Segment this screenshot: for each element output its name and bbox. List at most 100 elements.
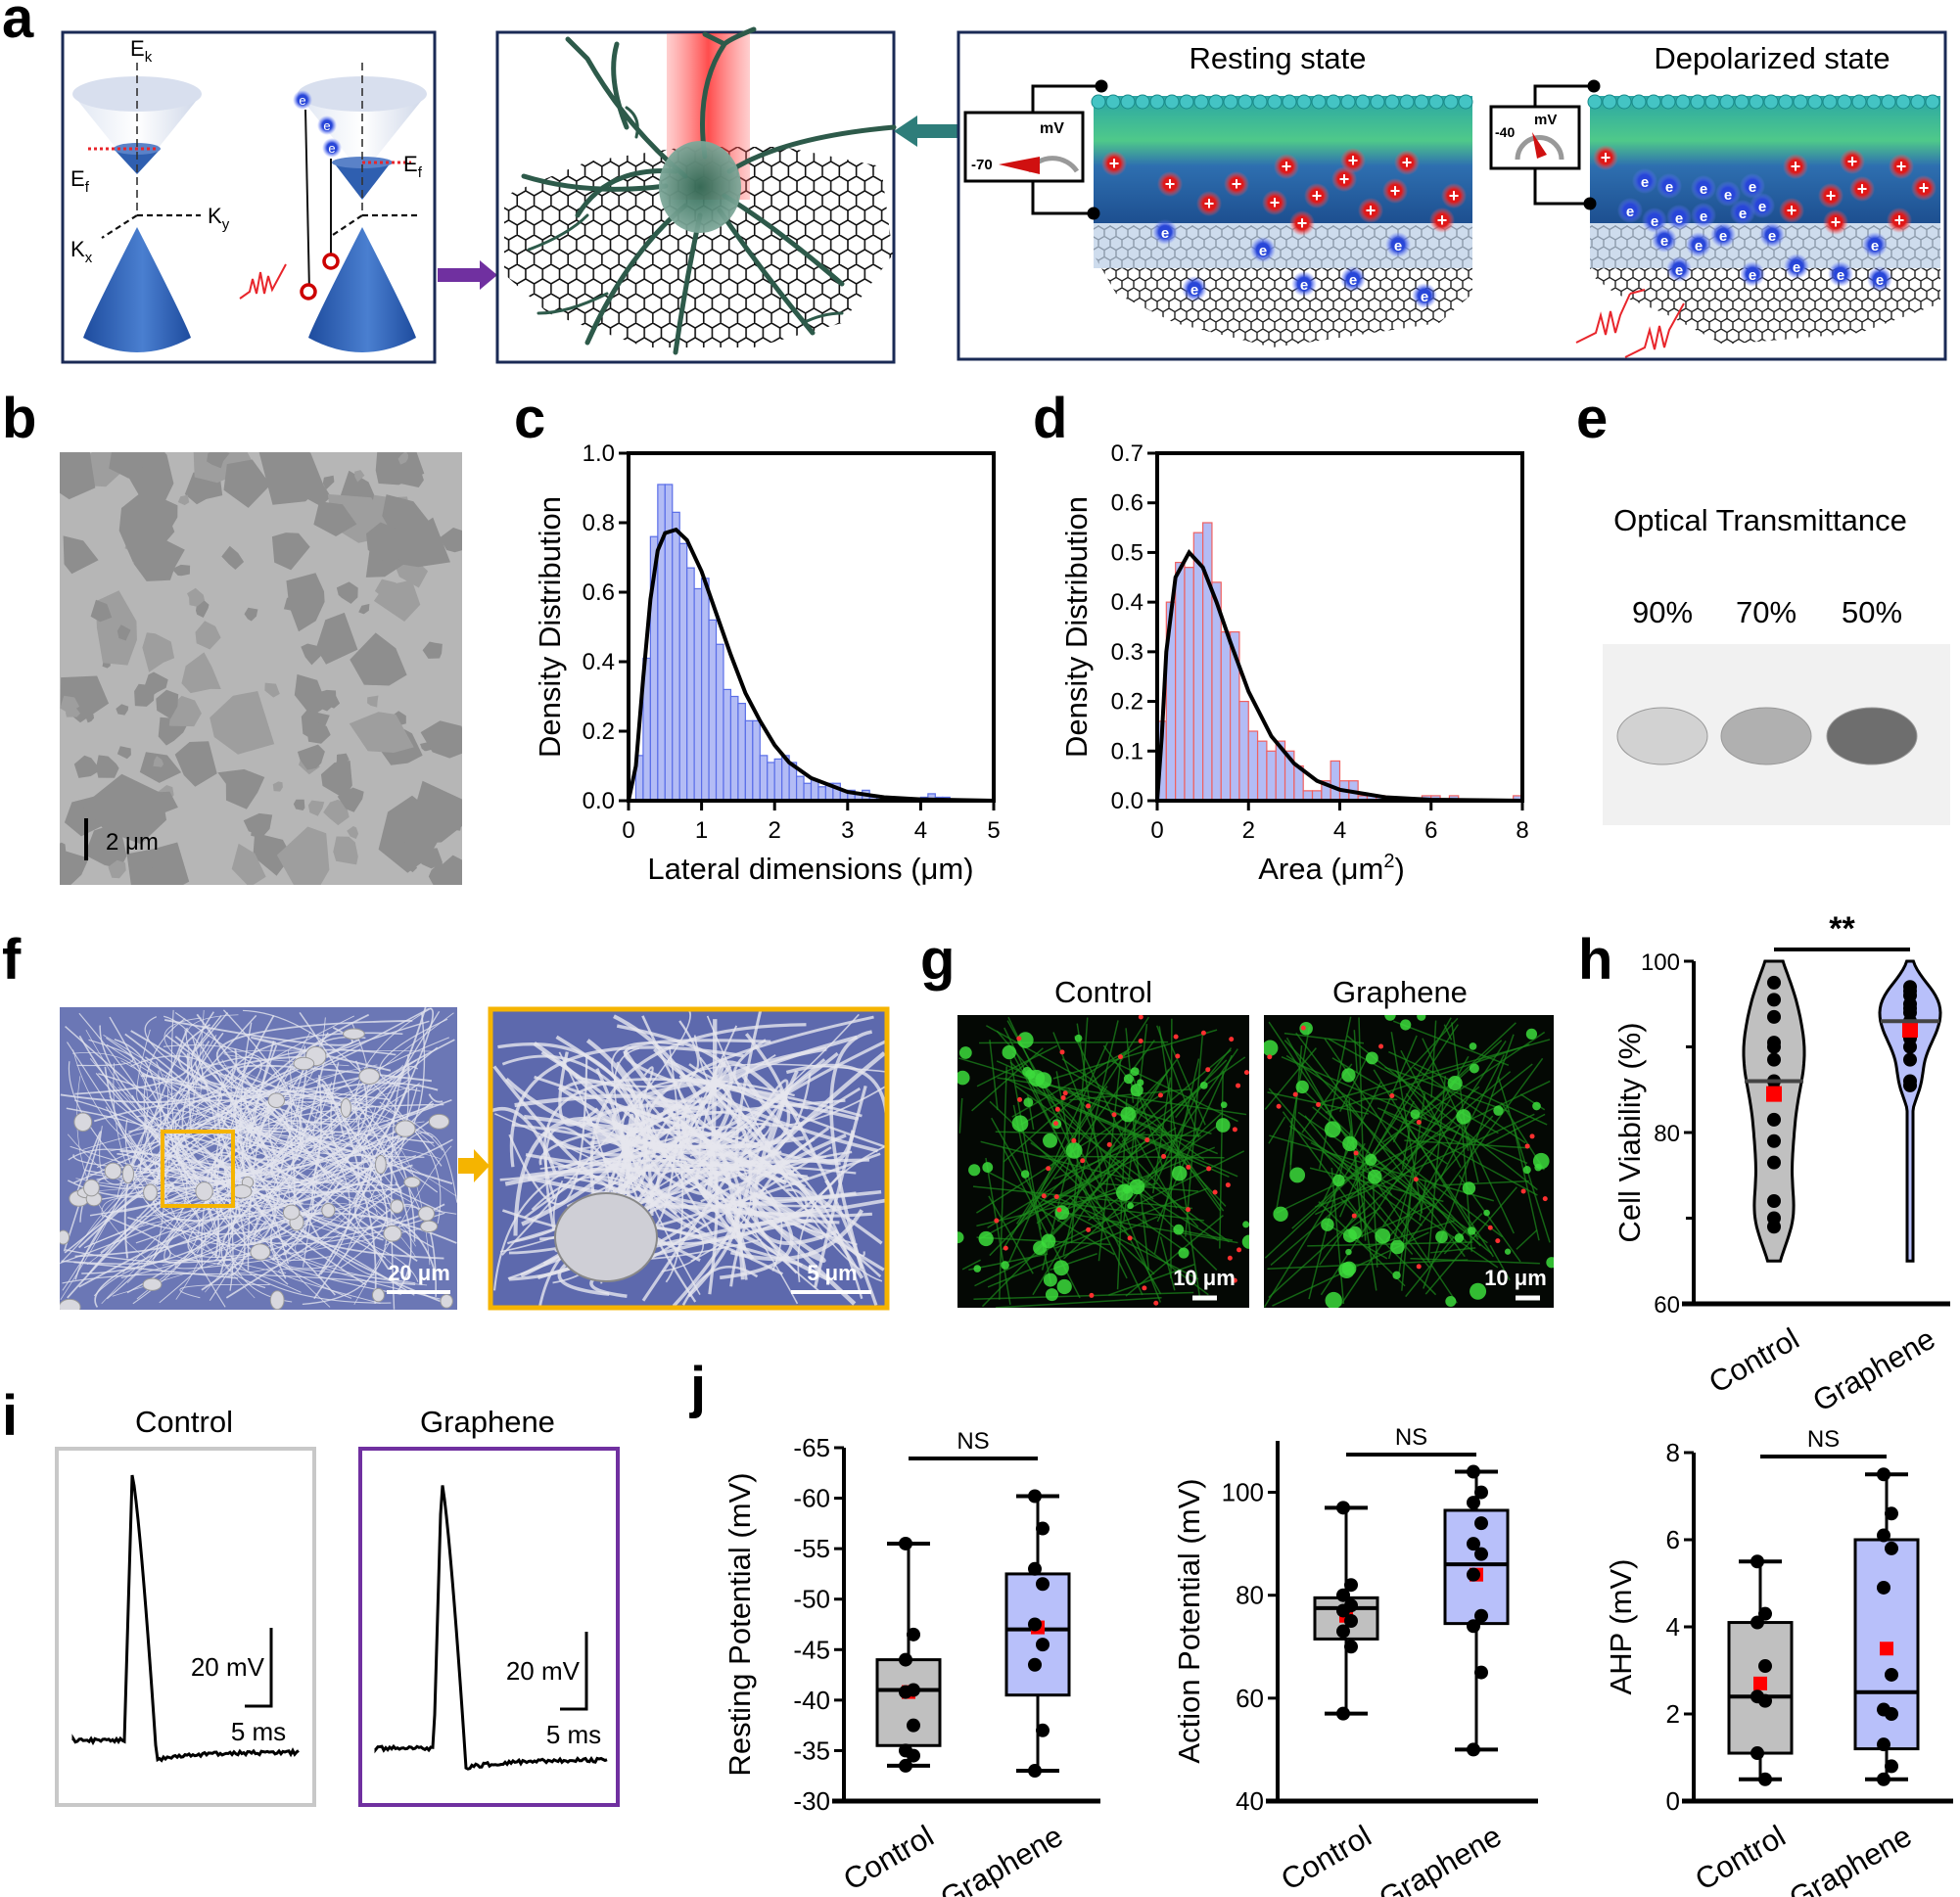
- dead-cell: [1175, 1053, 1181, 1059]
- neurite: [112, 1234, 297, 1297]
- ion-symbol: +: [1109, 154, 1120, 173]
- ion-symbol: e: [1660, 233, 1668, 250]
- x-tick-label: 2: [769, 817, 781, 844]
- lipid-head: [1370, 94, 1385, 110]
- lipid-head: [1866, 94, 1882, 110]
- data-point: [1885, 1707, 1898, 1721]
- y-tick-label: 60: [1236, 1684, 1264, 1713]
- panel-g-title-graphene: Graphene: [1332, 975, 1468, 1009]
- ion-symbol: +: [1204, 194, 1215, 213]
- neurite: [87, 1152, 241, 1276]
- cation-icon: +: [1441, 183, 1467, 208]
- data-point: [1767, 1155, 1781, 1170]
- depolarized-state-title: Depolarized state: [1654, 41, 1890, 75]
- graphene-flake: [217, 768, 265, 810]
- voltage-trace-control: [71, 1474, 300, 1763]
- live-cell: [1341, 1068, 1356, 1083]
- y-tick-label: 0.3: [1111, 639, 1143, 666]
- y-tick-label: 0.5: [1111, 539, 1143, 566]
- kx-axis: [101, 214, 138, 239]
- ion-symbol: +: [1826, 186, 1837, 206]
- histogram-bar: [1175, 561, 1186, 802]
- data-point: [1028, 1764, 1042, 1779]
- graphene-flake: [63, 535, 99, 575]
- live-cell: [1178, 1247, 1190, 1259]
- meter-needle: [999, 157, 1040, 174]
- panel-label-a: a: [2, 0, 34, 50]
- neurite: [1283, 1032, 1365, 1044]
- neurite: [62, 1272, 416, 1286]
- live-cell: [1299, 1021, 1313, 1036]
- neurite: [987, 1216, 1159, 1288]
- dead-cell: [1062, 1090, 1068, 1096]
- live-cell: [1074, 1034, 1083, 1042]
- ion-glow: [1840, 149, 1865, 174]
- dead-cell: [1111, 1112, 1117, 1118]
- neurite: [1320, 1098, 1451, 1296]
- lipid-head: [1660, 94, 1676, 110]
- cell-body: [440, 1293, 453, 1309]
- neurite: [1415, 1180, 1468, 1243]
- y-axis-label: Density Distribution: [1059, 496, 1094, 758]
- cell-body: [60, 1229, 70, 1245]
- neurite: [1099, 1182, 1199, 1192]
- y-tick-label: 4: [1666, 1612, 1680, 1642]
- neurite: [748, 1151, 882, 1278]
- live-cell: [1532, 1152, 1550, 1170]
- live-cell: [1483, 1209, 1490, 1217]
- neurite: [1338, 1035, 1418, 1218]
- neurite: [93, 1099, 377, 1304]
- ion-glow: [1196, 191, 1222, 216]
- cell-body: [142, 1277, 163, 1291]
- lipid-head: [1399, 94, 1415, 110]
- lipid-head: [1631, 94, 1647, 110]
- neurite: [1318, 1201, 1406, 1287]
- charts: 0 1 2 3 4 5 0.0 0.2 0.4 0.6 0.8 1.0 Density Distribu…: [533, 440, 1953, 1897]
- live-cell: [1384, 1015, 1396, 1021]
- y-tick-label: 100: [1222, 1478, 1264, 1507]
- neurite: [1276, 1026, 1311, 1209]
- neurite: [1285, 1054, 1448, 1165]
- neurite: [82, 1124, 237, 1283]
- ion-glow: [1828, 261, 1853, 287]
- x-category-label: Graphene: [1807, 1321, 1941, 1418]
- data-point: [1885, 1759, 1898, 1774]
- dead-cell: [1086, 1103, 1092, 1109]
- graphene-flake: [244, 607, 258, 622]
- live-cell: [1002, 1044, 1016, 1060]
- lipid-head: [1193, 94, 1209, 110]
- lipid-head: [1458, 94, 1473, 110]
- live-cell: [1375, 1227, 1391, 1244]
- graphene-flake: [350, 632, 407, 686]
- x-category-label: Control: [837, 1819, 939, 1897]
- neurite: [688, 1063, 885, 1148]
- y-tick-label: -30: [793, 1786, 830, 1816]
- scale-voltage-label: 20 mV: [191, 1652, 265, 1682]
- histogram-bar: [678, 542, 688, 802]
- dead-cell: [1300, 1025, 1306, 1031]
- neurite: [60, 1112, 181, 1265]
- electron-icon: e: [1250, 237, 1276, 262]
- graphene-flake: [187, 587, 205, 607]
- histogram-bar: [817, 786, 827, 802]
- neurite: [976, 1044, 1058, 1087]
- ion-glow: [1274, 154, 1299, 179]
- histogram-bar: [672, 511, 680, 802]
- scale-bar-label: 20 μm: [388, 1261, 450, 1285]
- neurite: [544, 1126, 626, 1231]
- trace-title-control: Control: [135, 1405, 233, 1439]
- cell-body: [395, 1120, 416, 1137]
- neurite: [1308, 1130, 1352, 1300]
- ion-glow: [1152, 219, 1178, 245]
- live-cell: [1447, 1075, 1463, 1091]
- neurite: [224, 1073, 402, 1193]
- data-point: [1885, 1506, 1898, 1521]
- neurite: [1283, 1040, 1481, 1247]
- ion-glow: [1862, 232, 1888, 257]
- ion-glow: [1715, 181, 1741, 207]
- lipid-head: [1428, 94, 1444, 110]
- cell-body: [403, 1176, 421, 1188]
- data-point: [1474, 1485, 1488, 1500]
- live-cell: [1241, 1234, 1249, 1249]
